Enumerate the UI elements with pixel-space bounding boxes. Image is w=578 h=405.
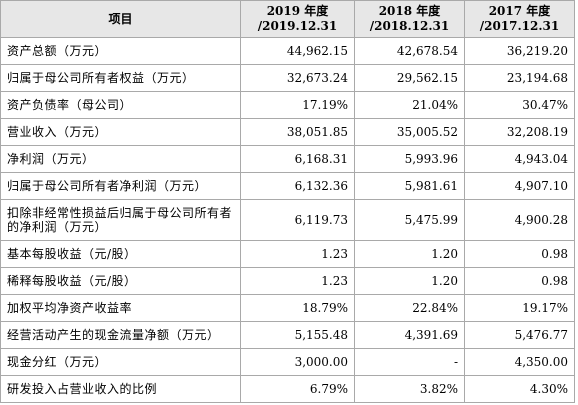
row-label: 归属于母公司所有者权益（万元） xyxy=(0,64,241,92)
row-value: 42,678.54 xyxy=(354,37,465,65)
row-value: 5,476.77 xyxy=(464,321,575,349)
row-value: 5,993.96 xyxy=(354,145,465,173)
table-row: 净利润（万元） 6,168.31 5,993.96 4,943.04 xyxy=(0,145,575,173)
header-period-label: /2017.12.31 xyxy=(479,19,560,33)
row-value: 6,132.36 xyxy=(240,172,355,200)
row-value: - xyxy=(354,348,465,376)
row-value: 22.84% xyxy=(354,294,465,322)
row-label: 研发投入占营业收入的比例 xyxy=(0,375,241,403)
row-label: 基本每股收益（元/股） xyxy=(0,240,241,268)
table-row: 归属于母公司所有者权益（万元） 32,673.24 29,562.15 23,194.… xyxy=(0,64,575,92)
row-value: 36,219.20 xyxy=(464,37,575,65)
table-row: 经营活动产生的现金流量净额（万元） 5,155.48 4,391.69 5,476.7… xyxy=(0,321,575,349)
header-year-label: 2018 年度 xyxy=(378,4,441,18)
header-year-2018: 2018 年度 /2018.12.31 xyxy=(354,0,465,38)
row-value: 21.04% xyxy=(354,91,465,119)
row-value: 3.82% xyxy=(354,375,465,403)
row-value: 4,943.04 xyxy=(464,145,575,173)
row-value: 4,900.28 xyxy=(464,199,575,241)
row-value: 18.79% xyxy=(240,294,355,322)
table-row: 资产负债率（母公司） 17.19% 21.04% 30.47% xyxy=(0,91,575,119)
header-year-2017: 2017 年度 /2017.12.31 xyxy=(464,0,575,38)
table-row: 研发投入占营业收入的比例 6.79% 3.82% 4.30% xyxy=(0,375,575,403)
row-value: 32,208.19 xyxy=(464,118,575,146)
row-value: 30.47% xyxy=(464,91,575,119)
row-label: 扣除非经常性损益后归属于母公司所有者的净利润（万元） xyxy=(0,199,241,241)
row-label: 资产负债率（母公司） xyxy=(0,91,241,119)
header-year-label: 2019 年度 xyxy=(266,4,329,18)
table-row: 现金分红（万元） 3,000.00-4,350.00 xyxy=(0,348,575,376)
row-value: 1.23 xyxy=(240,240,355,268)
row-label: 营业收入（万元） xyxy=(0,118,241,146)
row-label: 净利润（万元） xyxy=(0,145,241,173)
table-row: 基本每股收益（元/股） 1.23 1.20 0.98 xyxy=(0,240,575,268)
row-value: 6.79% xyxy=(240,375,355,403)
row-value: 29,562.15 xyxy=(354,64,465,92)
table-row: 扣除非经常性损益后归属于母公司所有者的净利润（万元） 6,119.73 5,475.… xyxy=(0,199,575,241)
table-row: 稀释每股收益（元/股） 1.23 1.20 0.98 xyxy=(0,267,575,295)
row-value: 4,907.10 xyxy=(464,172,575,200)
row-label: 现金分红（万元） xyxy=(0,348,241,376)
header-year-2019: 2019 年度 /2019.12.31 xyxy=(240,0,355,38)
row-label: 资产总额（万元） xyxy=(0,37,241,65)
row-label: 归属于母公司所有者净利润（万元） xyxy=(0,172,241,200)
row-value: 19.17% xyxy=(464,294,575,322)
row-value: 44,962.15 xyxy=(240,37,355,65)
table-row: 营业收入（万元） 38,051.85 35,005.52 32,208.19 xyxy=(0,118,575,146)
row-value: 5,981.61 xyxy=(354,172,465,200)
row-value: 6,119.73 xyxy=(240,199,355,241)
row-value: 4.30% xyxy=(464,375,575,403)
row-value: 5,475.99 xyxy=(354,199,465,241)
row-label: 经营活动产生的现金流量净额（万元） xyxy=(0,321,241,349)
row-label: 加权平均净资产收益率 xyxy=(0,294,241,322)
row-value: 35,005.52 xyxy=(354,118,465,146)
row-value: 0.98 xyxy=(464,240,575,268)
header-year-label: 2017 年度 xyxy=(488,4,551,18)
row-value: 4,391.69 xyxy=(354,321,465,349)
table-body: 资产总额（万元） 44,962.15 42,678.54 36,219.20 归属于母公… xyxy=(0,37,575,403)
row-value: 0.98 xyxy=(464,267,575,295)
header-period-label: /2018.12.31 xyxy=(369,19,450,33)
header-period-label: /2019.12.31 xyxy=(257,19,338,33)
row-value: 1.20 xyxy=(354,267,465,295)
row-label: 稀释每股收益（元/股） xyxy=(0,267,241,295)
table-row: 资产总额（万元） 44,962.15 42,678.54 36,219.20 xyxy=(0,37,575,65)
row-value: 1.23 xyxy=(240,267,355,295)
row-value: 6,168.31 xyxy=(240,145,355,173)
row-value: 5,155.48 xyxy=(240,321,355,349)
table-row: 加权平均净资产收益率 18.79% 22.84% 19.17% xyxy=(0,294,575,322)
row-value: 1.20 xyxy=(354,240,465,268)
row-value: 4,350.00 xyxy=(464,348,575,376)
table-row: 归属于母公司所有者净利润（万元） 6,132.36 5,981.61 4,907.10 xyxy=(0,172,575,200)
row-value: 32,673.24 xyxy=(240,64,355,92)
row-value: 17.19% xyxy=(240,91,355,119)
row-value: 38,051.85 xyxy=(240,118,355,146)
header-item: 项目 xyxy=(0,0,241,38)
table-header-row: 项目 2019 年度 /2019.12.31 2018 年度 /2018.12.… xyxy=(0,0,575,38)
row-value: 23,194.68 xyxy=(464,64,575,92)
row-value: 3,000.00 xyxy=(240,348,355,376)
